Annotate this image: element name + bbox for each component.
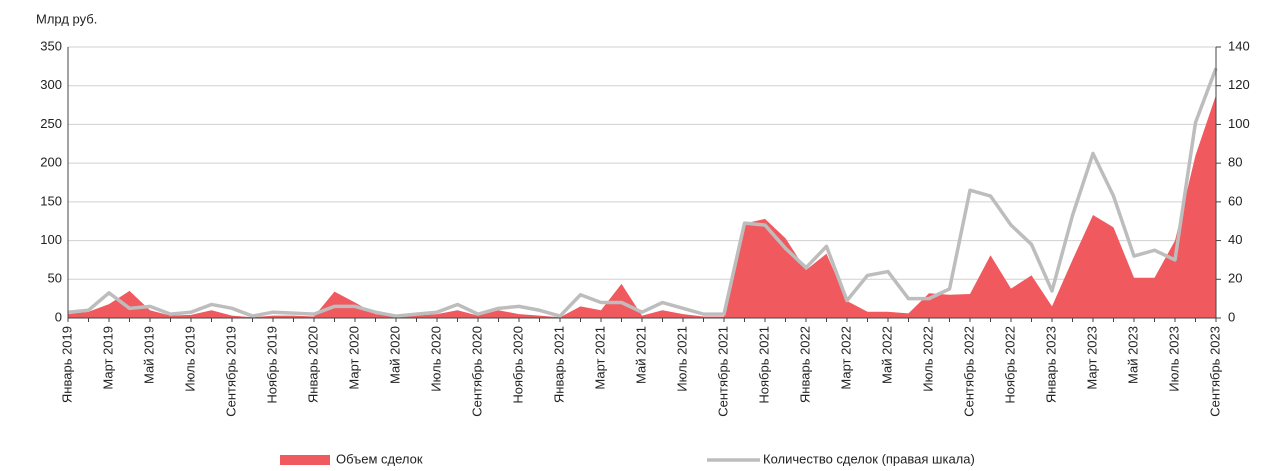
x-tick-label: Март 2021 — [592, 326, 607, 390]
x-tick-label: Январь 2021 — [551, 326, 566, 403]
x-tick-label: Январь 2020 — [305, 326, 320, 403]
legend-label: Количество сделок (правая шкала) — [763, 451, 975, 466]
y2-tick-label: 120 — [1228, 77, 1250, 92]
x-tick-label: Май 2023 — [1125, 326, 1140, 384]
x-tick-label: Май 2019 — [141, 326, 156, 384]
x-tick-label: Март 2020 — [346, 326, 361, 390]
x-tick-label: Июль 2022 — [920, 326, 935, 392]
x-tick-label: Сентябрь 2022 — [961, 326, 976, 417]
y-tick-label: 300 — [40, 77, 62, 92]
y-tick-label: 200 — [40, 155, 62, 170]
y2-tick-label: 0 — [1228, 309, 1235, 324]
x-tick-label: Январь 2023 — [1043, 326, 1058, 403]
y-tick-label: 100 — [40, 232, 62, 247]
y-tick-label: 0 — [55, 309, 62, 324]
x-tick-label: Ноябрь 2021 — [756, 326, 771, 404]
y-tick-label: 250 — [40, 116, 62, 131]
y2-tick-label: 80 — [1228, 155, 1242, 170]
x-tick-label: Март 2022 — [838, 326, 853, 390]
x-tick-label: Сентябрь 2020 — [469, 326, 484, 417]
x-tick-label: Ноябрь 2020 — [510, 326, 525, 404]
x-tick-label: Июль 2023 — [1166, 326, 1181, 392]
y-tick-label: 350 — [40, 38, 62, 53]
x-tick-label: Июль 2019 — [182, 326, 197, 392]
y2-tick-label: 100 — [1228, 116, 1250, 131]
x-tick-label: Сентябрь 2023 — [1207, 326, 1222, 417]
x-tick-label: Ноябрь 2019 — [264, 326, 279, 404]
y-axis-label: Млрд руб. — [36, 11, 97, 26]
y-tick-label: 50 — [48, 271, 62, 286]
x-tick-label: Май 2022 — [879, 326, 894, 384]
x-tick-label: Январь 2019 — [59, 326, 74, 403]
legend-swatch — [280, 455, 330, 465]
x-tick-label: Май 2021 — [633, 326, 648, 384]
y2-tick-label: 20 — [1228, 271, 1242, 286]
x-tick-label: Март 2023 — [1084, 326, 1099, 390]
x-tick-label: Март 2019 — [100, 326, 115, 390]
y2-tick-label: 140 — [1228, 38, 1250, 53]
legend-label: Объем сделок — [336, 451, 423, 466]
line — [67, 67, 1218, 318]
x-tick-label: Январь 2022 — [797, 326, 812, 403]
x-tick-label: Июль 2020 — [428, 326, 443, 392]
x-tick-label: Ноябрь 2022 — [1002, 326, 1017, 404]
x-tick-label: Сентябрь 2021 — [715, 326, 730, 417]
y2-tick-label: 40 — [1228, 232, 1242, 247]
x-tick-label: Май 2020 — [387, 326, 402, 384]
area — [68, 95, 1216, 319]
x-tick-label: Июль 2021 — [674, 326, 689, 392]
y2-tick-label: 60 — [1228, 193, 1242, 208]
y-tick-label: 150 — [40, 193, 62, 208]
x-tick-label: Сентябрь 2019 — [223, 326, 238, 417]
